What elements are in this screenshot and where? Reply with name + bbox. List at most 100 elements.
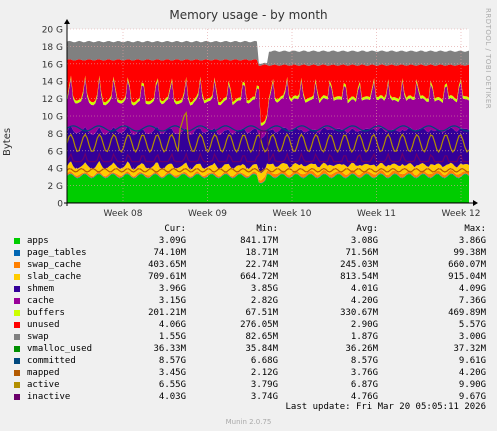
legend-row-committed: committed 8.57G 6.68G 8.57G 9.61G xyxy=(0,356,497,368)
legend-row-shmem: shmem 3.96G 3.85G 4.01G 4.09G xyxy=(0,284,497,296)
legend-row-page-tables: page_tables 74.10M 18.71M 71.56M 99.38M xyxy=(0,248,497,260)
area-cache xyxy=(67,78,469,139)
y-tick-label: 6 G xyxy=(47,147,63,157)
legend-swatch xyxy=(14,322,20,328)
legend-header-min: Min: xyxy=(256,224,278,234)
legend-avg-value: 6.87G xyxy=(350,380,378,390)
legend-min-value: 35.84M xyxy=(245,344,278,354)
legend-cur-value: 4.06G xyxy=(158,320,186,330)
legend-max-value: 37.32M xyxy=(453,344,486,354)
x-tick-label: Week 12 xyxy=(442,209,481,219)
y-tick-labels: 0 2 G 4 G 6 G 8 G 10 G 12 G 14 G 16 G 18 G 20 G xyxy=(42,26,64,210)
legend-min-value: 3.74G xyxy=(250,392,278,402)
legend-avg-value: 245.03M xyxy=(340,260,378,270)
legend-label: page_tables xyxy=(27,248,87,258)
legend-cur-value: 36.33M xyxy=(153,344,186,354)
legend-max-value: 3.86G xyxy=(458,236,486,246)
legend-cur-value: 3.96G xyxy=(158,284,186,294)
chart-title: Memory usage - by month xyxy=(169,8,328,22)
y-tick-label: 2 G xyxy=(47,182,63,192)
legend-avg-value: 71.56M xyxy=(345,248,378,258)
legend-avg-value: 3.08G xyxy=(350,236,378,246)
y-tick-label: 20 G xyxy=(42,26,63,36)
line-committed xyxy=(66,125,470,132)
legend-label: shmem xyxy=(27,284,55,294)
legend-max-value: 915.04M xyxy=(448,272,486,282)
legend-max-value: 469.89M xyxy=(448,308,486,318)
legend-header-cur: Cur: xyxy=(164,224,186,234)
legend-swatch xyxy=(14,286,20,292)
legend-cur-value: 74.10M xyxy=(153,248,186,258)
memory-usage-chart: 0 2 G 4 G 6 G 8 G 10 G 12 G 14 G 16 G 18 G 20 G We… xyxy=(42,19,481,219)
legend-max-value: 5.57G xyxy=(458,320,486,330)
legend-swatch xyxy=(14,334,20,340)
legend-avg-value: 4.76G xyxy=(350,392,378,402)
legend-cur-value: 1.55G xyxy=(158,332,186,342)
legend-row-buffers: buffers 201.21M 67.51M 330.67M 469.89M xyxy=(0,308,497,320)
legend-cur-value: 6.55G xyxy=(158,380,186,390)
legend-cur-value: 3.15G xyxy=(158,296,186,306)
legend-cur-value: 4.03G xyxy=(158,392,186,402)
legend-header-avg: Avg: xyxy=(356,224,378,234)
x-tick-label: Week 10 xyxy=(273,209,312,219)
y-tick-label: 0 xyxy=(57,200,63,210)
legend-avg-value: 4.20G xyxy=(350,296,378,306)
legend-max-value: 4.09G xyxy=(458,284,486,294)
legend-cur-value: 8.57G xyxy=(158,356,186,366)
legend-min-value: 6.68G xyxy=(250,356,278,366)
legend-max-value: 9.67G xyxy=(458,392,486,402)
legend-cur-value: 3.09G xyxy=(158,236,186,246)
area-slab-cache xyxy=(67,161,469,181)
legend-max-value: 99.38M xyxy=(453,248,486,258)
line-inactive xyxy=(66,129,469,164)
area-unused xyxy=(67,59,469,123)
line-mapped xyxy=(66,167,469,173)
y-tick-label: 10 G xyxy=(42,113,63,123)
area-apps xyxy=(67,174,469,203)
y-tick-label: 16 G xyxy=(42,60,63,70)
legend-swatch xyxy=(14,298,20,304)
last-update: Last update: Fri Mar 20 05:05:11 2026 xyxy=(285,402,486,412)
legend-swatch xyxy=(14,274,20,280)
legend-avg-value: 2.90G xyxy=(350,320,378,330)
legend-min-value: 82.65M xyxy=(245,332,278,342)
area-swap-cache xyxy=(67,169,469,183)
legend-avg-value: 36.26M xyxy=(345,344,378,354)
grid-lines xyxy=(67,28,469,203)
legend-swatch xyxy=(14,382,20,388)
legend-cur-value: 201.21M xyxy=(148,308,186,318)
munin-version: Munin 2.0.75 xyxy=(225,418,272,426)
legend-min-value: 2.12G xyxy=(250,368,278,378)
legend-row-swap: swap 1.55G 82.65M 1.87G 3.00G xyxy=(0,332,497,344)
legend-row-apps: apps 3.09G 841.17M 3.08G 3.86G xyxy=(0,236,497,248)
legend-max-value: 660.07M xyxy=(448,260,486,270)
y-tick-label: 14 G xyxy=(42,78,63,88)
legend-max-value: 3.00G xyxy=(458,332,486,342)
legend-swatch xyxy=(14,250,20,256)
legend-avg-value: 330.67M xyxy=(340,308,378,318)
legend-swatch xyxy=(14,310,20,316)
legend-label: unused xyxy=(27,320,60,330)
legend-row-vmalloc-used: vmalloc_used 36.33M 35.84M 36.26M 37.32M xyxy=(0,344,497,356)
stacked-areas xyxy=(67,40,469,203)
legend-swatch xyxy=(14,262,20,268)
y-axis-arrow xyxy=(64,19,70,24)
legend-avg-value: 8.57G xyxy=(350,356,378,366)
legend-label: apps xyxy=(27,236,49,246)
legend-row-mapped: mapped 3.45G 2.12G 3.76G 4.20G xyxy=(0,368,497,380)
y-tick-label: 4 G xyxy=(47,165,63,175)
legend-label: buffers xyxy=(27,308,65,318)
legend-label: active xyxy=(27,380,60,390)
x-tick-labels: Week 08 Week 09 Week 10 Week 11 Week 12 xyxy=(104,209,481,219)
legend-min-value: 664.72M xyxy=(240,272,278,282)
legend-label: slab_cache xyxy=(27,272,82,282)
legend-avg-value: 813.54M xyxy=(340,272,378,282)
legend-cur-value: 709.61M xyxy=(148,272,186,282)
legend-min-value: 841.17M xyxy=(240,236,278,246)
y-tick-label: 12 G xyxy=(42,95,63,105)
area-swap xyxy=(67,40,469,66)
legend-label: swap_cache xyxy=(27,260,82,270)
legend-swatch xyxy=(14,394,20,400)
legend-swatch xyxy=(14,238,20,244)
legend-avg-value: 4.01G xyxy=(350,284,378,294)
